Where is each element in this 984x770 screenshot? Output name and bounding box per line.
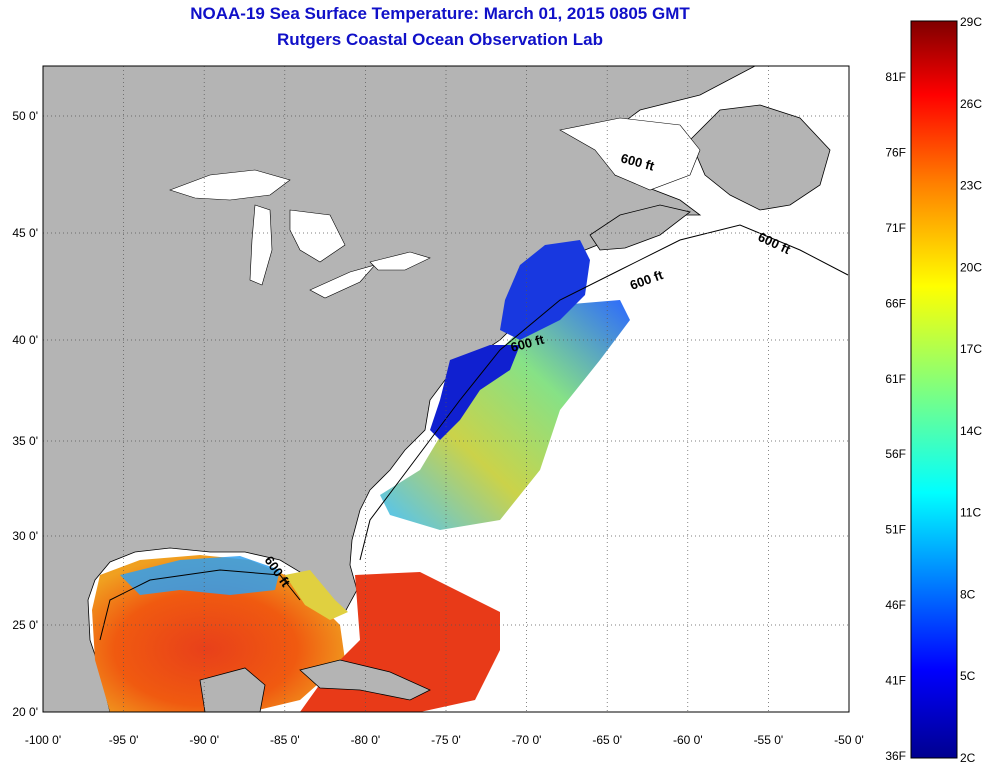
latitude-tick-label: 25 0' [12, 618, 38, 632]
longitude-tick-label: -60 0' [673, 733, 703, 747]
longitude-tick-label: -90 0' [189, 733, 219, 747]
map-subtitle: Rutgers Coastal Ocean Observation Lab [277, 30, 603, 49]
fahrenheit-label: 61F [885, 372, 906, 386]
latitude-tick-label: 35 0' [12, 434, 38, 448]
newfoundland-land [689, 104, 831, 211]
lake-ontario [369, 251, 431, 271]
fahrenheit-label: 76F [885, 145, 906, 159]
celsius-label: 8C [960, 587, 976, 601]
gulf-of-mexico-water [92, 555, 345, 712]
gulf-st-lawrence [559, 117, 701, 191]
latitude-tick-label: 45 0' [12, 226, 38, 240]
north-america-land [43, 66, 756, 712]
fahrenheit-label: 46F [885, 598, 906, 612]
colorbar-labels: 29C 26C 23C 20C 17C 14C 11C 8C 5C 2C 81F 76F 71F 66F 6… [885, 15, 982, 765]
temperature-colorbar [910, 20, 958, 759]
longitude-tick-label: -95 0' [109, 733, 139, 747]
longitude-tick-label: -50 0' [834, 733, 864, 747]
lake-superior [169, 169, 291, 201]
longitude-tick-label: -100 0' [25, 733, 61, 747]
latitude-tick-label: 50 0' [12, 109, 38, 123]
isobath-600ft [99, 224, 849, 641]
longitude-tick-label: -55 0' [754, 733, 784, 747]
latitude-axis: 50 0' 45 0' 40 0' 35 0' 30 0' 25 0' 20 0' [12, 109, 38, 719]
florida-shelf-sst [285, 570, 348, 620]
fahrenheit-label: 56F [885, 447, 906, 461]
celsius-label: 26C [960, 97, 982, 111]
fahrenheit-label: 81F [885, 70, 906, 84]
fahrenheit-label: 51F [885, 523, 906, 537]
celsius-label: 14C [960, 424, 982, 438]
celsius-label: 17C [960, 342, 982, 356]
nova-scotia-land [589, 204, 691, 251]
gulf-stream-sst [380, 300, 630, 530]
celsius-label: 2C [960, 751, 976, 765]
lake-michigan [249, 204, 273, 286]
latitude-tick-label: 30 0' [12, 529, 38, 543]
longitude-tick-label: -70 0' [512, 733, 542, 747]
gulf-of-maine-sst [500, 240, 590, 340]
celsius-label: 20C [960, 260, 982, 274]
fahrenheit-label: 66F [885, 296, 906, 310]
celsius-label: 29C [960, 15, 982, 29]
map-title: NOAA-19 Sea Surface Temperature: March 0… [190, 4, 690, 23]
fahrenheit-label: 36F [885, 749, 906, 763]
fahrenheit-label: 41F [885, 674, 906, 688]
mid-atlantic-shelf-sst [430, 345, 520, 440]
longitude-tick-label: -65 0' [592, 733, 622, 747]
map-frame [42, 65, 850, 713]
celsius-label: 5C [960, 669, 976, 683]
gulf-coastal-sst [120, 556, 280, 595]
latitude-tick-label: 40 0' [12, 333, 38, 347]
longitude-axis: -100 0' -95 0' -90 0' -85 0' -80 0' -75 0' -70… [25, 733, 864, 747]
cuba-land [299, 659, 431, 701]
latitude-tick-label: 20 0' [12, 705, 38, 719]
celsius-label: 11C [960, 506, 981, 520]
fahrenheit-label: 71F [885, 221, 906, 235]
lake-huron [289, 209, 346, 263]
longitude-tick-label: -80 0' [351, 733, 381, 747]
lake-erie [309, 264, 376, 299]
longitude-tick-label: -85 0' [270, 733, 300, 747]
celsius-label: 23C [960, 179, 982, 193]
longitude-tick-label: -75 0' [431, 733, 461, 747]
